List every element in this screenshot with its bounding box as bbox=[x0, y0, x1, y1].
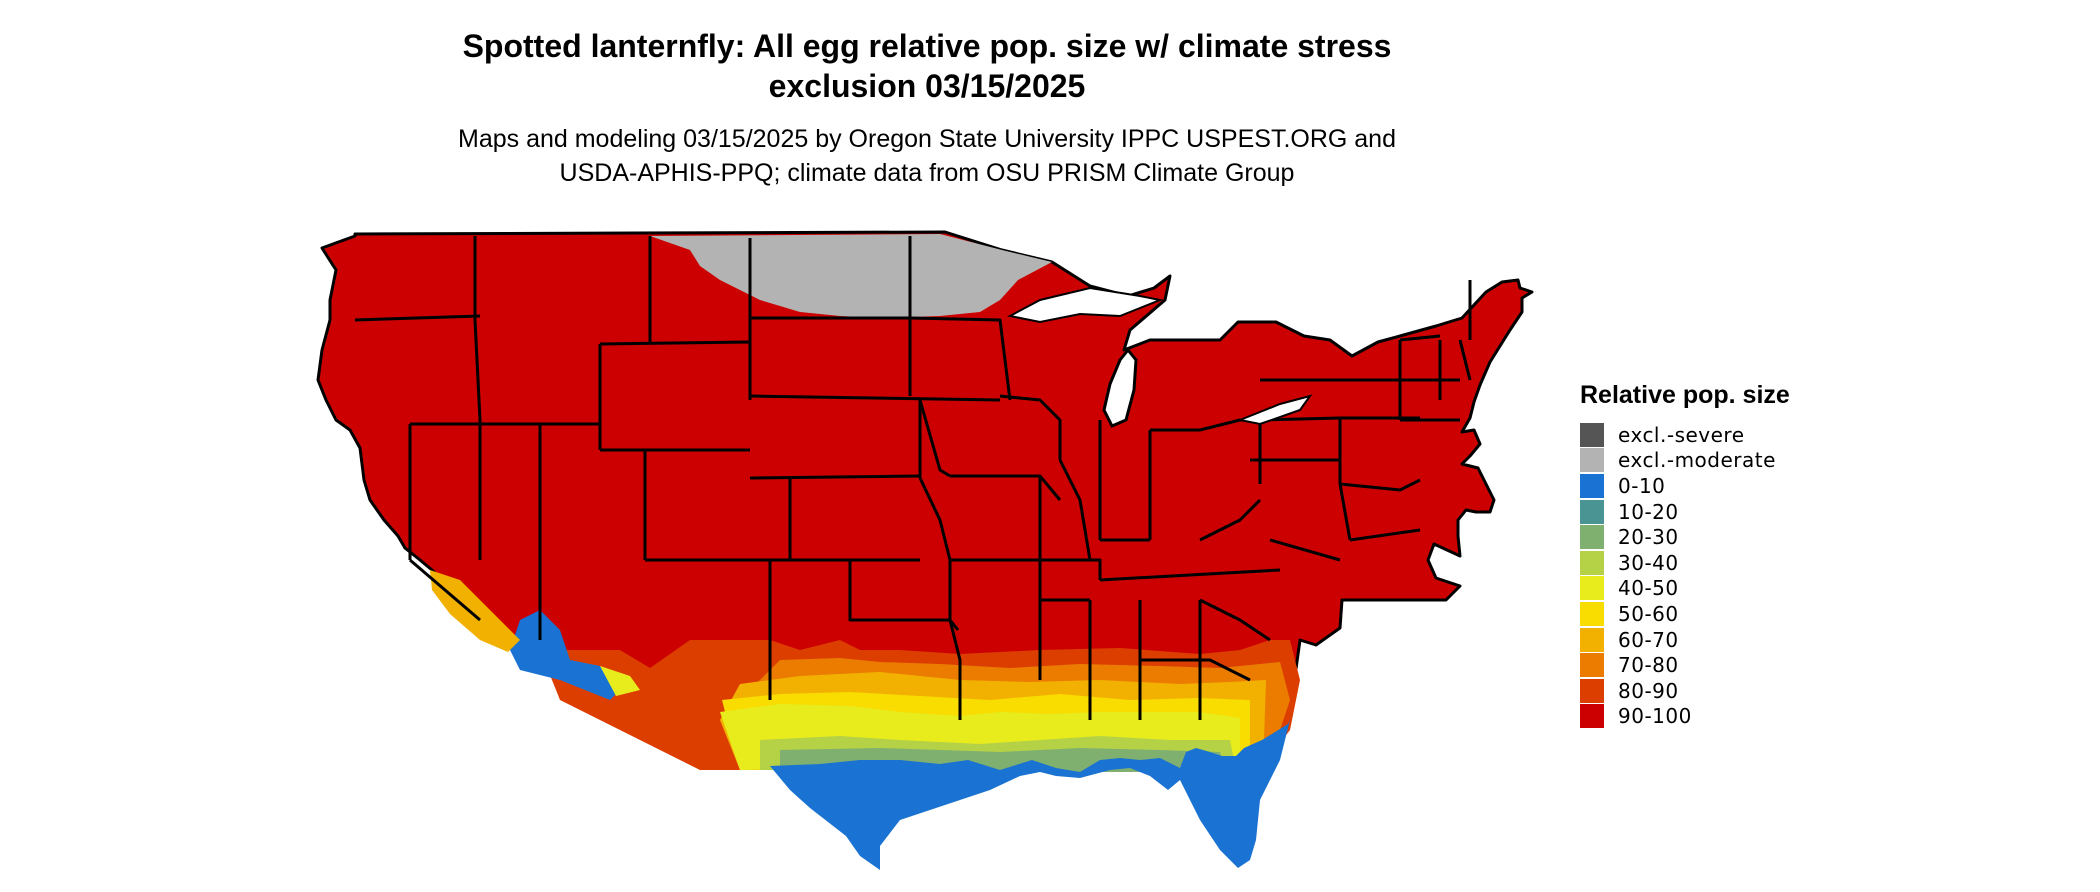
legend-items: excl.-severe excl.-moderate 0-10 10-20 20-30… bbox=[1580, 422, 1790, 729]
legend-swatch bbox=[1580, 627, 1604, 652]
legend-label: 0-10 bbox=[1618, 473, 1666, 498]
legend-swatch bbox=[1580, 422, 1604, 447]
state-boundaries bbox=[354, 236, 1472, 720]
legend-item: 20-30 bbox=[1580, 524, 1790, 550]
legend-item: excl.-severe bbox=[1580, 422, 1790, 448]
lake-superior bbox=[1007, 286, 1164, 324]
legend-swatch bbox=[1580, 678, 1604, 703]
legend-item: 60-70 bbox=[1580, 627, 1790, 653]
legend-swatch bbox=[1580, 704, 1604, 729]
lake-erie bbox=[1236, 394, 1313, 426]
legend-label: excl.-moderate bbox=[1618, 448, 1776, 473]
legend-swatch bbox=[1580, 576, 1604, 601]
zone-0-10-southwest bbox=[510, 610, 620, 700]
legend-label: 70-80 bbox=[1618, 653, 1679, 678]
map-subtitle-line-1: Maps and modeling 03/15/2025 by Oregon S… bbox=[458, 125, 1396, 153]
legend-swatch bbox=[1580, 653, 1604, 678]
legend-label: excl.-severe bbox=[1618, 422, 1745, 447]
zone-60-70-southwest bbox=[430, 570, 520, 652]
legend-title: Relative pop. size bbox=[1580, 381, 1790, 409]
legend-label: 30-40 bbox=[1618, 550, 1679, 575]
legend-swatch bbox=[1580, 499, 1604, 524]
legend-item: 80-90 bbox=[1580, 678, 1790, 704]
map-title-line-2: exclusion 03/15/2025 bbox=[768, 68, 1086, 104]
legend-label: 80-90 bbox=[1618, 678, 1679, 703]
legend-swatch bbox=[1580, 525, 1604, 550]
map-legend: Relative pop. size excl.-severe excl.-mod… bbox=[1580, 380, 1790, 729]
legend-item: 90-100 bbox=[1580, 704, 1790, 730]
map-subtitle-line-2: USDA-APHIS-PPQ; climate data from OSU PR… bbox=[559, 159, 1295, 187]
legend-label: 40-50 bbox=[1618, 576, 1679, 601]
legend-item: 30-40 bbox=[1580, 550, 1790, 576]
legend-item: 50-60 bbox=[1580, 601, 1790, 627]
map-title-line-1: Spotted lanternfly: All egg relative pop… bbox=[462, 28, 1392, 64]
map-subtitle: Maps and modeling 03/15/2025 by Oregon S… bbox=[0, 122, 1854, 190]
map-title: Spotted lanternfly: All egg relative pop… bbox=[0, 26, 1854, 106]
zone-30-40-southwest bbox=[600, 666, 640, 696]
legend-item: 0-10 bbox=[1580, 473, 1790, 499]
legend-swatch bbox=[1580, 473, 1604, 498]
legend-item: 40-50 bbox=[1580, 576, 1790, 602]
zone-0-10-gulf bbox=[770, 720, 1290, 870]
lake-michigan bbox=[1102, 347, 1138, 428]
legend-label: 10-20 bbox=[1618, 499, 1679, 524]
legend-swatch bbox=[1580, 448, 1604, 473]
legend-label: 20-30 bbox=[1618, 525, 1679, 550]
legend-swatch bbox=[1580, 601, 1604, 626]
legend-label: 50-60 bbox=[1618, 601, 1679, 626]
legend-swatch bbox=[1580, 550, 1604, 575]
legend-item: 70-80 bbox=[1580, 652, 1790, 678]
legend-label: 60-70 bbox=[1618, 627, 1679, 652]
legend-item: excl.-moderate bbox=[1580, 448, 1790, 474]
legend-item: 10-20 bbox=[1580, 499, 1790, 525]
legend-label: 90-100 bbox=[1618, 704, 1692, 729]
